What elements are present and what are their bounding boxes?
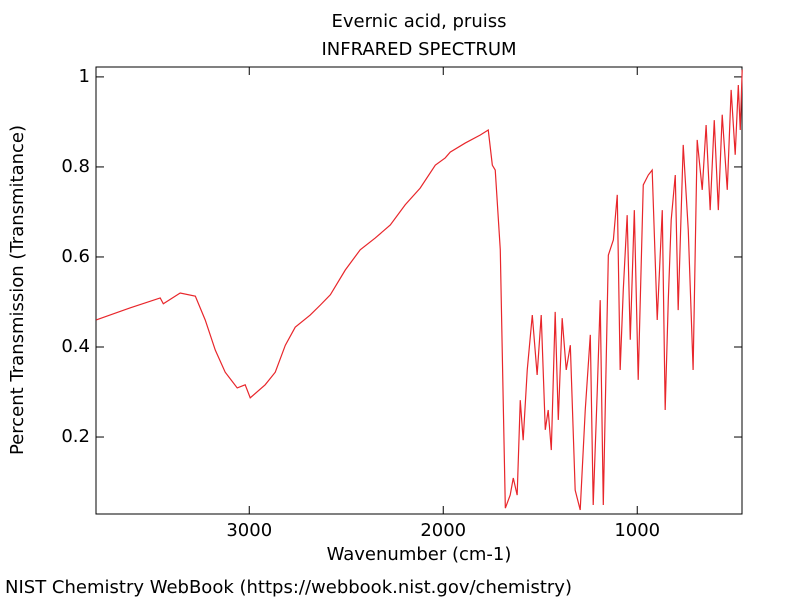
y-tick-label: 1 [79,66,90,87]
y-axis-label: Percent Transmission (Transmitance) [7,125,28,455]
x-axis-label: Wavenumber (cm-1) [327,544,512,565]
spectrum-line [95,69,743,511]
source-note: NIST Chemistry WebBook (https://webbook.… [5,577,572,598]
y-tick-label: 0.8 [61,156,90,177]
x-tick-label: 3000 [226,520,272,541]
y-tick-label: 0.6 [61,246,90,267]
y-tick-label: 0.2 [61,426,90,447]
x-tick-label: 2000 [420,520,466,541]
y-tick-label: 0.4 [61,336,90,357]
chart-subtitle: INFRARED SPECTRUM [321,39,516,60]
plot-frame [95,66,743,515]
chart-title: Evernic acid, pruiss [332,11,507,32]
x-tick-label: 1000 [614,520,660,541]
